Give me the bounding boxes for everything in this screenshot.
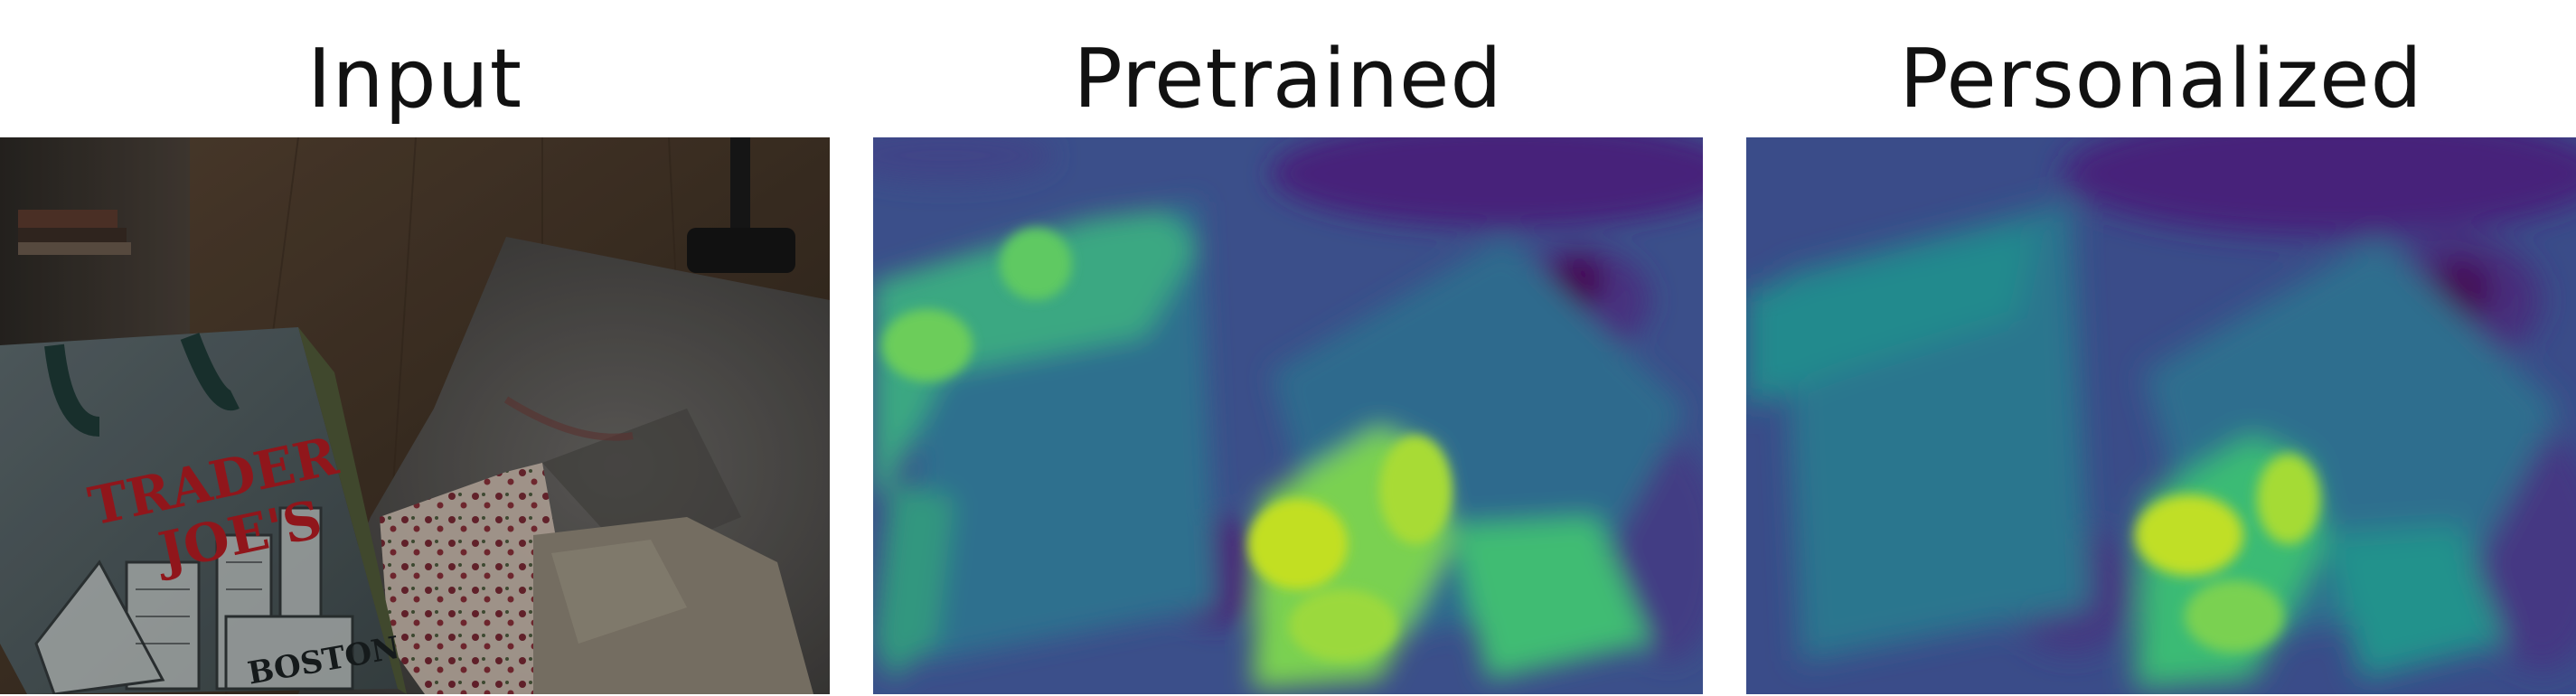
personalized-heatmap: [1746, 137, 2576, 694]
pretrained-heatmap: [873, 137, 1703, 694]
panel-title-input: Input: [306, 32, 523, 127]
input-photo: TRADER JOE'S BOSTON: [0, 137, 830, 694]
panel-title-personalized: Personalized: [1899, 32, 2423, 127]
panel-title-pretrained: Pretrained: [1073, 32, 1503, 127]
